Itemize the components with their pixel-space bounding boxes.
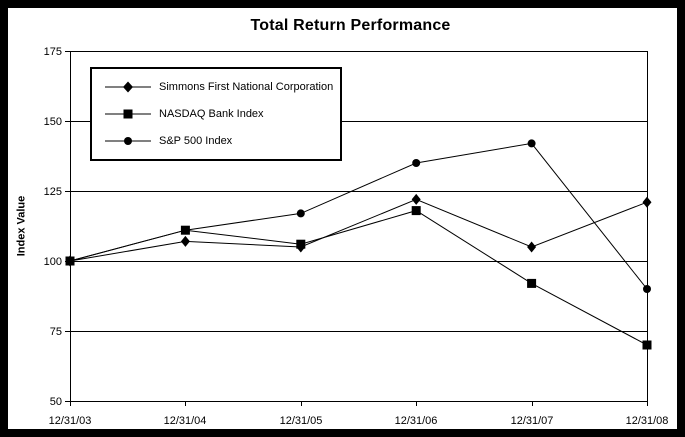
x-tick-label: 12/31/08 (626, 415, 669, 427)
data-point-square (65, 256, 75, 266)
y-tick-label: 50 (50, 396, 62, 408)
y-tick-label: 150 (44, 116, 62, 128)
series-line-2 (69, 142, 648, 290)
x-tick-label: 12/31/05 (280, 415, 323, 427)
legend: Simmons First National Corporation NASDA… (90, 67, 342, 161)
data-point-square (642, 340, 652, 350)
chart-plot: 50 75 100 125 150 175 12/31/03 12/31/04 12/31/05… (44, 46, 669, 427)
y-tick-label: 75 (50, 326, 62, 338)
data-point-diamond (411, 193, 421, 205)
data-point-circle (412, 159, 421, 167)
circle-marker-icon (105, 137, 151, 146)
data-point-square (411, 206, 421, 216)
chart-title: Total Return Performance (250, 17, 451, 34)
y-tick-label: 100 (44, 256, 62, 268)
series-line-1 (69, 210, 648, 346)
x-tick-label: 12/31/06 (395, 415, 438, 427)
x-tick-label: 12/31/03 (49, 415, 92, 427)
legend-label-nasdaq-bank: NASDAQ Bank Index (159, 107, 264, 120)
plot-border (70, 51, 648, 402)
data-point-diamond (642, 196, 652, 208)
data-point-square (180, 225, 190, 235)
data-point-circle (527, 139, 536, 148)
data-point-square (527, 278, 537, 288)
legend-label-simmons: Simmons First National Corporation (159, 80, 334, 93)
legend-label-sp500: S&P 500 Index (159, 135, 233, 148)
y-tick-label: 175 (44, 46, 62, 58)
square-marker-icon (105, 109, 151, 119)
diamond-marker-icon (105, 81, 151, 93)
legend-item-simmons: Simmons First National Corporation (105, 80, 340, 94)
series-line-0 (69, 198, 648, 262)
data-point-square (296, 239, 306, 249)
x-tick-label: 12/31/07 (511, 415, 554, 427)
x-tick-label: 12/31/04 (164, 415, 207, 427)
data-point-circle (643, 285, 651, 293)
legend-item-sp500: S&P 500 Index (105, 134, 340, 148)
legend-item-nasdaq-bank: NASDAQ Bank Index (105, 107, 340, 121)
data-point-diamond (180, 235, 190, 247)
data-point-circle (296, 209, 305, 218)
y-tick-label: 125 (44, 186, 62, 198)
data-point-diamond (527, 241, 537, 253)
